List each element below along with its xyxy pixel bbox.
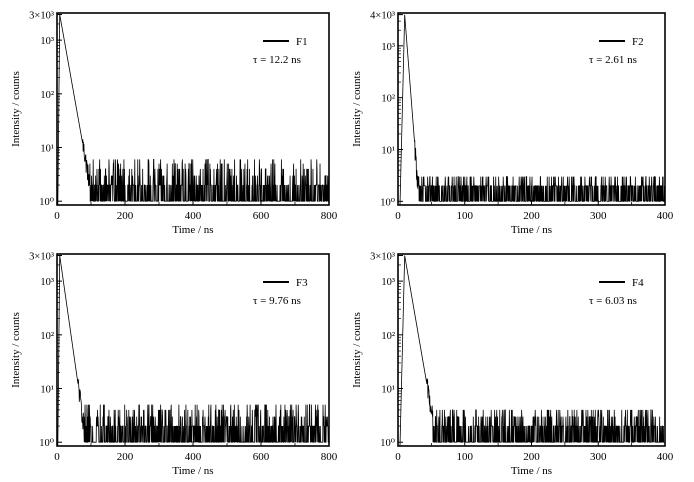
y-axis-label: Intensity / counts bbox=[351, 71, 363, 147]
y-tick-label: 10² bbox=[40, 90, 54, 101]
x-tick-label: 800 bbox=[321, 451, 338, 463]
x-tick-label: 200 bbox=[117, 210, 134, 222]
x-tick-label: 100 bbox=[457, 210, 474, 222]
x-tick-label: 600 bbox=[253, 210, 270, 222]
y-tick-label: 4×10³ bbox=[370, 11, 395, 22]
panel-f3: 0 200 400 600 800 10⁰ 10¹ 10² 10³ 3×10³ Time / ns I… bbox=[10, 252, 338, 477]
decay-trace-f4 bbox=[399, 255, 665, 446]
legend-label: F3 bbox=[296, 277, 308, 289]
x-tick-label: 800 bbox=[321, 210, 338, 222]
lifetime-annotation: τ = 9.76 ns bbox=[253, 295, 301, 307]
y-axis-label: Intensity / counts bbox=[351, 312, 363, 388]
y-axis-label: Intensity / counts bbox=[10, 71, 22, 147]
panel-f2: 0 100 200 300 400 10⁰ 10¹ 10² 10³ 4×10³ Time / ns I… bbox=[351, 11, 674, 236]
x-tick-label: 400 bbox=[185, 451, 202, 463]
y-tick-label: 10² bbox=[381, 331, 395, 342]
x-tick-label: 300 bbox=[590, 210, 607, 222]
x-tick-label: 300 bbox=[590, 451, 607, 463]
x-tick-label: 0 bbox=[395, 451, 401, 463]
x-tick-label: 0 bbox=[54, 451, 60, 463]
lifetime-annotation: τ = 6.03 ns bbox=[589, 295, 637, 307]
panel-f1: 0 200 400 600 800 10⁰ 10¹ 10² 10³ 3×10³ Time / ns I… bbox=[10, 11, 338, 236]
y-tick-label: 3×10³ bbox=[29, 252, 54, 263]
y-tick-label: 3×10³ bbox=[370, 252, 395, 263]
x-tick-label: 0 bbox=[54, 210, 60, 222]
x-axis-label: Time / ns bbox=[172, 465, 213, 477]
y-tick-label: 10³ bbox=[381, 277, 395, 288]
x-axis-label: Time / ns bbox=[511, 465, 552, 477]
x-axis-label: Time / ns bbox=[172, 224, 213, 236]
y-tick-label: 10² bbox=[40, 331, 54, 342]
x-tick-label: 400 bbox=[657, 210, 674, 222]
y-tick-label: 10⁰ bbox=[380, 438, 395, 449]
panel-f4: 0 100 200 300 400 10⁰ 10¹ 10² 10³ 3×10³ Time / ns I… bbox=[351, 252, 674, 477]
y-axis-label: Intensity / counts bbox=[10, 312, 22, 388]
legend-label: F4 bbox=[632, 277, 644, 289]
y-tick-label: 10⁰ bbox=[39, 197, 54, 208]
x-tick-label: 100 bbox=[457, 451, 474, 463]
y-tick-label: 10⁰ bbox=[39, 438, 54, 449]
y-tick-label: 10³ bbox=[381, 42, 395, 53]
x-tick-label: 400 bbox=[185, 210, 202, 222]
decay-trace-f1 bbox=[57, 14, 329, 205]
decay-trace-f3 bbox=[57, 255, 329, 446]
y-tick-label: 10³ bbox=[40, 36, 54, 47]
x-tick-label: 200 bbox=[523, 210, 540, 222]
y-tick-label: 10¹ bbox=[40, 385, 54, 396]
y-tick-label: 10³ bbox=[40, 277, 54, 288]
lifetime-annotation: τ = 2.61 ns bbox=[589, 54, 637, 66]
y-tick-label: 10¹ bbox=[381, 385, 395, 396]
y-tick-label: 10⁰ bbox=[380, 197, 395, 208]
x-tick-label: 0 bbox=[395, 210, 401, 222]
y-tick-label: 10¹ bbox=[381, 146, 395, 157]
legend-label: F2 bbox=[632, 36, 644, 48]
x-tick-label: 600 bbox=[253, 451, 270, 463]
y-tick-label: 10² bbox=[381, 94, 395, 105]
legend-label: F1 bbox=[296, 36, 308, 48]
y-tick-label: 10¹ bbox=[40, 144, 54, 155]
x-tick-label: 400 bbox=[657, 451, 674, 463]
decay-trace-f2 bbox=[399, 14, 665, 205]
x-axis-label: Time / ns bbox=[511, 224, 552, 236]
x-tick-label: 200 bbox=[523, 451, 540, 463]
lifetime-annotation: τ = 12.2 ns bbox=[253, 54, 301, 66]
x-tick-label: 200 bbox=[117, 451, 134, 463]
y-tick-label: 3×10³ bbox=[29, 11, 54, 22]
